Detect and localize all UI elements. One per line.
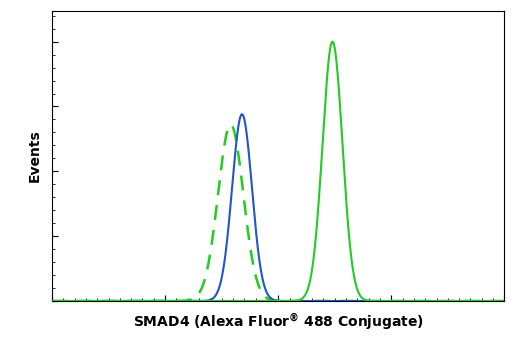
Y-axis label: Events: Events (28, 130, 42, 182)
X-axis label: SMAD4 (Alexa Fluor$^{\mathregular{\circledR}}$ 488 Conjugate): SMAD4 (Alexa Fluor$^{\mathregular{\circl… (133, 312, 424, 333)
